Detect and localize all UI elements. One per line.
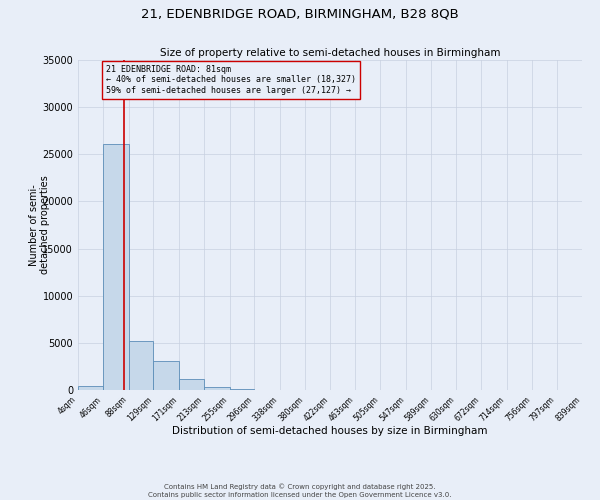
Bar	[103, 144, 129, 390]
Title: Size of property relative to semi-detached houses in Birmingham: Size of property relative to semi-detach…	[160, 48, 500, 58]
Bar	[129, 341, 154, 390]
Bar	[230, 388, 254, 390]
Text: 21 EDENBRIDGE ROAD: 81sqm
← 40% of semi-detached houses are smaller (18,327)
59%: 21 EDENBRIDGE ROAD: 81sqm ← 40% of semi-…	[106, 64, 356, 94]
Text: 21, EDENBRIDGE ROAD, BIRMINGHAM, B28 8QB: 21, EDENBRIDGE ROAD, BIRMINGHAM, B28 8QB	[141, 8, 459, 20]
Text: Contains HM Land Registry data © Crown copyright and database right 2025.
Contai: Contains HM Land Registry data © Crown c…	[148, 484, 452, 498]
Bar	[204, 386, 230, 390]
Bar	[179, 378, 204, 390]
Y-axis label: Number of semi-
detached properties: Number of semi- detached properties	[29, 176, 50, 274]
Bar	[154, 361, 179, 390]
X-axis label: Distribution of semi-detached houses by size in Birmingham: Distribution of semi-detached houses by …	[172, 426, 488, 436]
Bar	[78, 386, 103, 390]
